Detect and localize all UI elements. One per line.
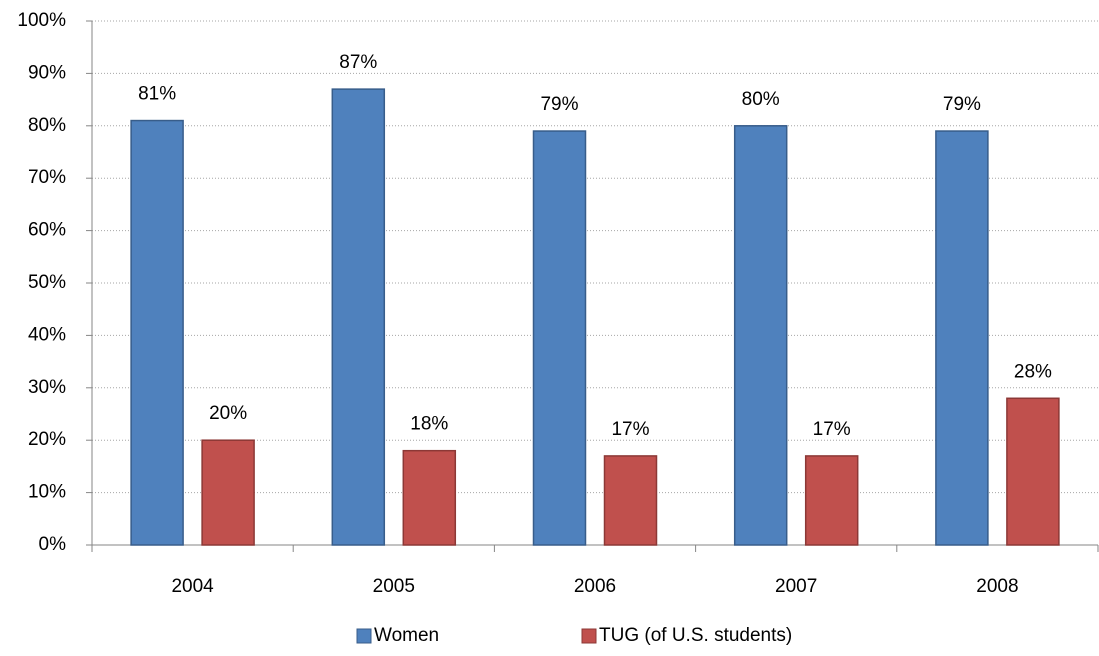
value-label: 20% [209, 403, 247, 424]
y-tick-label: 70% [28, 167, 66, 188]
bar [603, 455, 658, 546]
bar [935, 130, 989, 546]
bar [201, 439, 255, 546]
y-tick-label: 90% [28, 62, 66, 83]
x-tick-label: 2007 [775, 576, 817, 597]
legend-swatch [581, 628, 597, 644]
legend-label: Women [374, 625, 439, 646]
y-tick-label: 50% [28, 272, 66, 293]
bar [130, 119, 184, 546]
value-label: 79% [943, 94, 981, 115]
y-tick-label: 0% [39, 534, 67, 555]
bar [804, 455, 859, 546]
y-tick-label: 30% [28, 377, 66, 398]
bar [331, 88, 386, 546]
value-label: 17% [611, 419, 649, 440]
value-label: 18% [410, 414, 448, 435]
y-tick-label: 60% [28, 220, 66, 241]
bar [1006, 397, 1060, 546]
y-tick-label: 10% [28, 482, 66, 503]
y-tick-label: 40% [28, 324, 66, 345]
legend-swatch [356, 628, 372, 644]
y-tick-label: 100% [17, 10, 66, 31]
x-tick-label: 2006 [574, 576, 616, 597]
y-tick-label: 20% [28, 429, 66, 450]
value-label: 80% [742, 89, 780, 110]
value-label: 28% [1014, 361, 1052, 382]
bar [733, 125, 788, 546]
legend-label: TUG (of U.S. students) [599, 625, 792, 646]
bar [532, 130, 587, 546]
x-tick-label: 2004 [171, 576, 214, 597]
value-label: 79% [540, 94, 578, 115]
bar [402, 449, 457, 546]
value-label: 87% [339, 52, 377, 73]
value-label: 81% [138, 84, 176, 105]
value-label: 17% [813, 419, 851, 440]
x-tick-label: 2005 [373, 576, 415, 597]
x-tick-label: 2008 [976, 576, 1018, 597]
y-tick-label: 80% [28, 115, 66, 136]
